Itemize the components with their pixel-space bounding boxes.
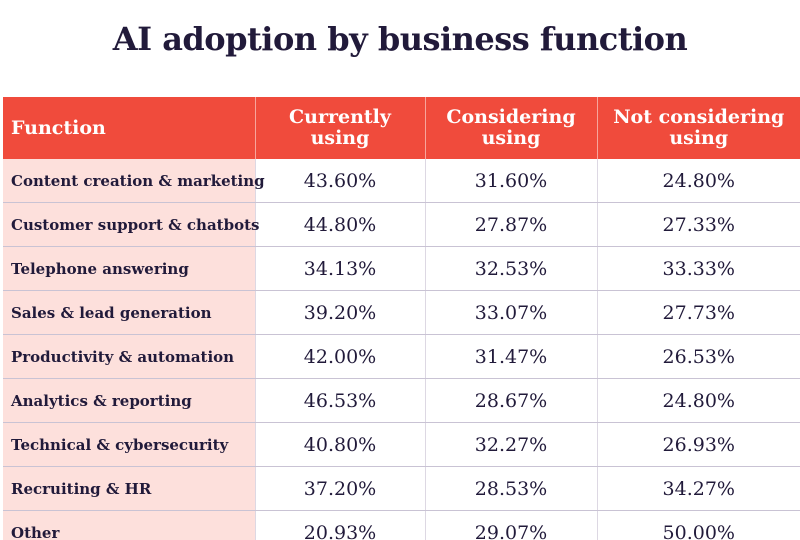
cell-currently-using: 39.20% (255, 290, 426, 335)
cell-currently-using: 20.93% (255, 510, 426, 540)
table-row: Productivity & automation 42.00% 31.47% … (3, 334, 800, 379)
row-function-label: Analytics & reporting (3, 378, 256, 423)
header-considering-using: Considering using (425, 97, 598, 159)
cell-not-considering-using: 34.27% (597, 466, 800, 511)
row-function-label: Other (3, 510, 256, 540)
cell-not-considering-using: 27.73% (597, 290, 800, 335)
cell-not-considering-using: 24.80% (597, 378, 800, 423)
cell-considering-using: 28.53% (425, 466, 598, 511)
cell-currently-using: 44.80% (255, 202, 426, 247)
header-row: Function Currently using Considering usi… (3, 97, 800, 159)
row-function-label: Recruiting & HR (3, 466, 256, 511)
row-function-label: Sales & lead generation (3, 290, 256, 335)
row-function-label: Customer support & chatbots (3, 202, 259, 247)
table-row: Technical & cybersecurity 40.80% 32.27% … (3, 422, 800, 467)
row-function-label: Content creation & marketing (3, 159, 265, 203)
cell-considering-using: 32.27% (425, 422, 598, 467)
cell-considering-using: 31.47% (425, 334, 598, 379)
table-row: Content creation & marketing 43.60% 31.6… (3, 159, 800, 203)
row-function-label: Telephone answering (3, 246, 256, 291)
cell-considering-using: 28.67% (425, 378, 598, 423)
table-row: Analytics & reporting 46.53% 28.67% 24.8… (3, 378, 800, 423)
cell-considering-using: 32.53% (425, 246, 598, 291)
cell-not-considering-using: 50.00% (662, 521, 735, 540)
table-row: Sales & lead generation 39.20% 33.07% 27… (3, 290, 800, 335)
cell-not-considering-using: 24.80% (597, 159, 800, 203)
table-row: Other 20.93% 29.07% 50.00% (3, 510, 800, 540)
cell-considering-using: 27.87% (425, 202, 598, 247)
header-currently-using: Currently using (255, 97, 426, 159)
cell-not-considering-using: 26.53% (597, 334, 800, 379)
row-function-label: Productivity & automation (3, 334, 256, 379)
table-row: Recruiting & HR 37.20% 28.53% 34.27% (3, 466, 800, 511)
cell-considering-using: 29.07% (425, 510, 598, 540)
row-function-label: Technical & cybersecurity (3, 422, 256, 467)
cell-not-considering-using: 26.93% (597, 422, 800, 467)
cell-currently-using: 40.80% (255, 422, 426, 467)
header-function: Function (3, 97, 256, 159)
cell-not-considering-using: 33.33% (597, 246, 800, 291)
cell-considering-using: 33.07% (425, 290, 598, 335)
cell-currently-using: 46.53% (255, 378, 426, 423)
cell-not-considering-using: 27.33% (597, 202, 800, 247)
table-row: Telephone answering 34.13% 32.53% 33.33% (3, 246, 800, 291)
adoption-table: Function Currently using Considering usi… (3, 97, 800, 540)
table-row: Customer support & chatbots 44.80% 27.87… (3, 202, 800, 247)
header-not-considering-using: Not considering using (597, 97, 800, 159)
cell-currently-using: 43.60% (255, 159, 426, 203)
cell-currently-using: 42.00% (255, 334, 426, 379)
cell-currently-using: 37.20% (255, 466, 426, 511)
chart-title: AI adoption by business function (112, 20, 688, 58)
cell-currently-using: 34.13% (255, 246, 426, 291)
cell-considering-using: 31.60% (425, 159, 598, 203)
